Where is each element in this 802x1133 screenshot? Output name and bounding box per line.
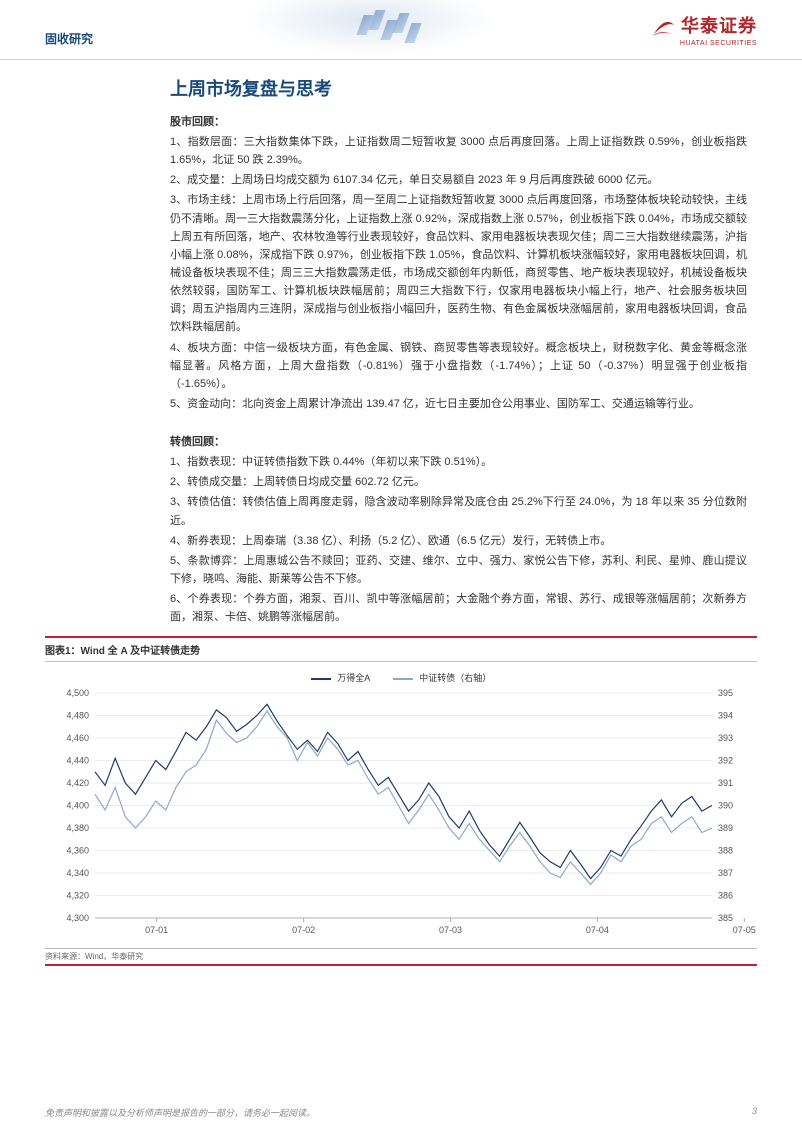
- main-content: 上周市场复盘与思考 股市回顾： 1、指数层面：三大指数集体下跌，上证指数周二短暂…: [0, 60, 802, 626]
- svg-text:4,400: 4,400: [66, 801, 89, 811]
- disclaimer: 免责声明和披露以及分析师声明是报告的一部分，请务必一起阅读。: [45, 1106, 315, 1119]
- bond-item: 5、条款博弈：上周惠城公告不赎回；亚药、交建、维尔、立中、强力、家悦公告下修，苏…: [170, 552, 747, 588]
- svg-text:07-01: 07-01: [145, 925, 168, 935]
- bond-review-heading: 转债回顾：: [170, 433, 747, 449]
- stock-item: 1、指数层面：三大指数集体下跌，上证指数周二短暂收复 3000 点后再度回落。上…: [170, 133, 747, 169]
- stock-item: 2、成交量：上周场日均成交额为 6107.34 亿元，单日交易额自 2023 年…: [170, 171, 747, 189]
- stock-item: 5、资金动向：北向资金上周累计净流出 139.47 亿，近七日主要加仓公用事业、…: [170, 395, 747, 413]
- legend-label-b: 中证转债（右轴）: [419, 673, 491, 683]
- svg-text:4,320: 4,320: [66, 891, 89, 901]
- svg-text:4,480: 4,480: [66, 711, 89, 721]
- bond-item: 6、个券表现：个券方面，湘泵、百川、凯中等涨幅居前；大金融个券方面，常银、苏行、…: [170, 590, 747, 626]
- header-decoration: [360, 5, 520, 45]
- page-header: 固收研究 华泰证券 HUATAI SECURITIES: [0, 0, 802, 60]
- page-title: 上周市场复盘与思考: [170, 75, 747, 101]
- legend-label-a: 万得全A: [337, 673, 370, 683]
- stock-item: 4、板块方面：中信一级板块方面，有色金属、钢铁、商贸零售等表现较好。概念板块上，…: [170, 339, 747, 393]
- svg-text:389: 389: [718, 823, 733, 833]
- legend-swatch-a: [311, 678, 331, 680]
- page-number: 3: [752, 1106, 757, 1119]
- chart-section: 图表1：Wind 全 A 及中证转债走势 万得全A 中证转债（右轴） 4,300…: [0, 636, 802, 966]
- svg-text:388: 388: [718, 846, 733, 856]
- svg-text:395: 395: [718, 688, 733, 698]
- svg-text:4,340: 4,340: [66, 868, 89, 878]
- stock-item: 3、市场主线：上周市场上行后回落，周一至周二上证指数短暂收复 3000 点后再度…: [170, 191, 747, 336]
- svg-text:394: 394: [718, 711, 733, 721]
- chart-legend: 万得全A 中证转债（右轴）: [45, 667, 757, 688]
- bond-item: 1、指数表现：中证转债指数下跌 0.44%（年初以来下跌 0.51%）。: [170, 453, 747, 471]
- logo-text: 华泰证券: [681, 12, 757, 38]
- svg-text:386: 386: [718, 891, 733, 901]
- logo-icon: [648, 10, 678, 40]
- bond-item: 4、新券表现：上周泰瑞（3.38 亿）、利扬（5.2 亿）、欧通（6.5 亿元）…: [170, 532, 747, 550]
- svg-text:390: 390: [718, 801, 733, 811]
- chart-title: 图表1：Wind 全 A 及中证转债走势: [45, 636, 757, 662]
- svg-text:4,300: 4,300: [66, 913, 89, 923]
- svg-text:4,380: 4,380: [66, 823, 89, 833]
- svg-text:07-02: 07-02: [292, 925, 315, 935]
- bond-item: 2、转债成交量：上周转债日均成交量 602.72 亿元。: [170, 473, 747, 491]
- legend-item-b: 中证转债（右轴）: [393, 671, 492, 684]
- logo-subtitle: HUATAI SECURITIES: [648, 40, 757, 47]
- svg-text:385: 385: [718, 913, 733, 923]
- chart-container: 万得全A 中证转债（右轴） 4,3004,3204,3404,3604,3804…: [45, 662, 757, 948]
- svg-text:07-05: 07-05: [733, 925, 756, 935]
- svg-text:391: 391: [718, 778, 733, 788]
- page-footer: 免责声明和披露以及分析师声明是报告的一部分，请务必一起阅读。 3: [45, 1106, 757, 1119]
- svg-text:4,440: 4,440: [66, 756, 89, 766]
- report-category: 固收研究: [45, 30, 93, 47]
- brand-logo: 华泰证券 HUATAI SECURITIES: [648, 10, 757, 47]
- svg-text:07-04: 07-04: [586, 925, 609, 935]
- svg-text:392: 392: [718, 756, 733, 766]
- svg-text:4,360: 4,360: [66, 846, 89, 856]
- legend-swatch-b: [393, 678, 413, 680]
- chart-source: 资料来源：Wind，华泰研究: [45, 948, 757, 966]
- svg-text:4,460: 4,460: [66, 733, 89, 743]
- line-chart: 4,300 4,320 4,340 4,360 4,380 4,400 4,420 4,440…: [45, 688, 757, 943]
- stock-review-heading: 股市回顾：: [170, 113, 747, 129]
- svg-text:393: 393: [718, 733, 733, 743]
- svg-text:387: 387: [718, 868, 733, 878]
- svg-text:4,420: 4,420: [66, 778, 89, 788]
- bond-item: 3、转债估值：转债估值上周再度走弱，隐含波动率剔除异常及底仓由 25.2%下行至…: [170, 493, 747, 529]
- svg-text:07-03: 07-03: [439, 925, 462, 935]
- svg-text:4,500: 4,500: [66, 688, 89, 698]
- legend-item-a: 万得全A: [311, 671, 371, 684]
